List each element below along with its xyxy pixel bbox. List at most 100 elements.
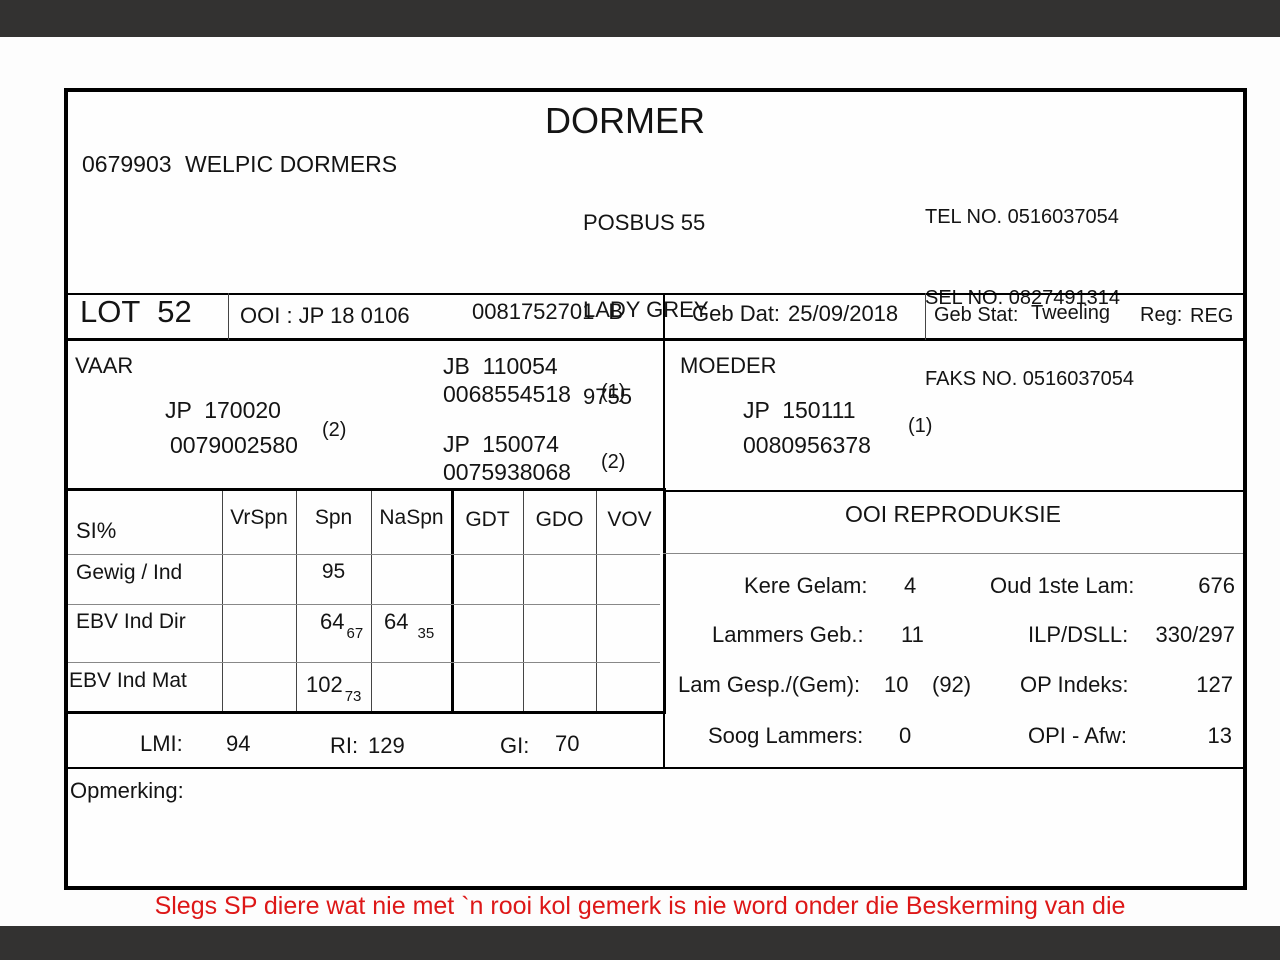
ilp-dsll-label: ILP/DSLL: — [1028, 622, 1129, 647]
gi-value: 70 — [555, 731, 580, 756]
reg-label: Reg: — [1140, 304, 1183, 326]
table-row-rule-1 — [68, 554, 660, 555]
geb-dat-label: Geb Dat: — [692, 301, 781, 326]
lmi-value: 94 — [226, 731, 251, 756]
lam-gesp-gem-value: (92) — [932, 672, 972, 697]
ilp-dsll-value: 330/297 — [1155, 622, 1235, 647]
row-label-ebv-ind-mat: EBV Ind Mat — [69, 669, 187, 692]
member-number: 0679903 — [82, 151, 172, 177]
cell-ebv-dir-spn: 64 67 — [320, 609, 363, 642]
cell-ebv-mat-spn: 102 73 — [306, 672, 361, 705]
lot-row-bottom-rule — [68, 338, 1243, 341]
address-block: POSBUS 55 LADY GREY 9755 — [583, 150, 709, 469]
sire-id: JP 170020 — [165, 397, 281, 423]
opi-afw-value: 13 — [1207, 723, 1232, 748]
geb-stat-value: Tweeling — [1031, 302, 1110, 324]
row-label-gewig-ind: Gewig / Ind — [76, 561, 183, 584]
contact-block: TEL NO. 0516037054 SEL NO. 0827491314 FA… — [925, 150, 1134, 447]
table-header-naspn: NaSpn — [379, 506, 444, 529]
tel-line: TEL NO. 0516037054 — [925, 206, 1119, 228]
ebv-dir-naspn-accuracy: 35 — [417, 625, 435, 642]
opi-afw-label: OPI - Afw: — [1028, 723, 1128, 748]
animal-registration: 0081752701 B — [472, 299, 623, 324]
table-header-gdt: GDT — [465, 508, 510, 531]
ebv-dir-naspn-value: 64 — [384, 609, 409, 634]
cell-ebv-dir-naspn: 64 35 — [384, 609, 434, 642]
bottom-letterbox-bar — [0, 926, 1280, 960]
geb-stat-label: Geb Stat: — [934, 304, 1019, 326]
animal-id: OOI : JP 18 0106 — [240, 303, 410, 328]
dam-reg: 0080956378 — [743, 432, 871, 458]
lam-gesp-value: 10 — [884, 672, 909, 697]
birth-date-cell: Geb Dat: 25/09/2018 — [692, 301, 898, 326]
repro-title-underline — [663, 553, 1243, 554]
soog-lammers-value: 0 — [899, 723, 912, 748]
table-col-rule-1 — [222, 491, 223, 711]
table-header-si: SI% — [76, 518, 117, 543]
top-letterbox-bar — [0, 0, 1280, 37]
address-line-3: 9755 — [583, 384, 632, 409]
gi-label: GI: — [500, 733, 530, 758]
address-line-1: POSBUS 55 — [583, 210, 706, 235]
lot-cell-divider-2 — [925, 293, 926, 340]
sire-sire-note: (1) — [601, 381, 626, 403]
animal-reg-number: 0081752701 — [472, 299, 595, 324]
sire-dam-reg: 0075938068 — [443, 459, 571, 485]
ebv-dir-spn-accuracy: 67 — [346, 625, 364, 642]
table-col-rule-5 — [596, 491, 597, 711]
oud-1ste-lam-value: 676 — [1198, 573, 1235, 598]
ebv-dir-spn-value: 64 — [320, 609, 345, 634]
kere-gelam-value: 4 — [904, 573, 917, 598]
ebv-mat-spn-accuracy: 73 — [344, 688, 362, 705]
address-line-2: LADY GREY — [583, 297, 709, 322]
geb-dat-value: 25/09/2018 — [788, 301, 899, 326]
lammers-geb-label: Lammers Geb.: — [712, 622, 864, 647]
repro-title: OOI REPRODUKSIE — [845, 501, 1061, 527]
soog-lammers-label: Soog Lammers: — [708, 723, 864, 748]
ri-value: 129 — [368, 733, 405, 758]
dam-note: (1) — [908, 415, 933, 437]
table-col-rule-2 — [296, 491, 297, 711]
lot-cell-divider-1 — [228, 293, 229, 340]
faks-line: FAKS NO. 0516037054 — [925, 368, 1135, 390]
kere-gelam-label: Kere Gelam: — [744, 573, 868, 598]
animal-suffix: B — [608, 299, 624, 324]
table-header-gdo: GDO — [535, 508, 584, 531]
protection-notice: Slegs SP diere wat nie met `n rooi kol g… — [154, 892, 1126, 920]
table-row-rule-3 — [68, 662, 660, 663]
lot-cell: LOT 52 — [80, 294, 192, 330]
lam-gesp-label: Lam Gesp./(Gem): — [678, 672, 861, 697]
table-header-spn: Spn — [314, 506, 353, 529]
table-col-rule-thick — [451, 491, 454, 711]
row-label-ebv-ind-dir: EBV Ind Dir — [76, 610, 186, 633]
ri-label: RI: — [330, 733, 359, 758]
sire-dam-note: (2) — [601, 451, 626, 473]
op-indeks-value: 127 — [1196, 672, 1233, 697]
table-header-vrspn: VrSpn — [230, 506, 288, 529]
sire-sire-reg: 0068554518 — [443, 381, 571, 407]
si-index-table — [68, 488, 666, 714]
sire-note: (2) — [322, 419, 347, 441]
opmerking-top-rule — [68, 767, 1243, 769]
sire-dam-id: JP 150074 — [443, 431, 559, 457]
stud-name: WELPIC DORMERS — [185, 151, 398, 177]
dam-id: JP 150111 — [743, 397, 856, 423]
table-header-vov: VOV — [607, 508, 652, 531]
sire-reg: 0079002580 — [170, 432, 298, 458]
repro-box-top-rule — [663, 490, 1243, 492]
lammers-geb-value: 11 — [901, 622, 924, 647]
op-indeks-label: OP Indeks: — [1020, 672, 1129, 697]
catalog-card: DORMER 0679903 WELPIC DORMERS POSBUS 55 … — [64, 88, 1247, 890]
table-row-rule-2 — [68, 604, 660, 605]
ebv-mat-spn-value: 102 — [306, 672, 343, 697]
reg-value: REG — [1190, 305, 1234, 327]
moeder-label: MOEDER — [680, 353, 777, 378]
breed-title: DORMER — [545, 100, 705, 141]
lot-number: 52 — [157, 294, 192, 329]
cell-gewig-spn: 95 — [321, 560, 346, 583]
lot-row-top-rule — [68, 293, 1243, 295]
sel-line: SEL NO. 0827491314 — [925, 287, 1120, 309]
oud-1ste-lam-label: Oud 1ste Lam: — [990, 573, 1135, 598]
opmerking-label: Opmerking: — [70, 778, 184, 803]
